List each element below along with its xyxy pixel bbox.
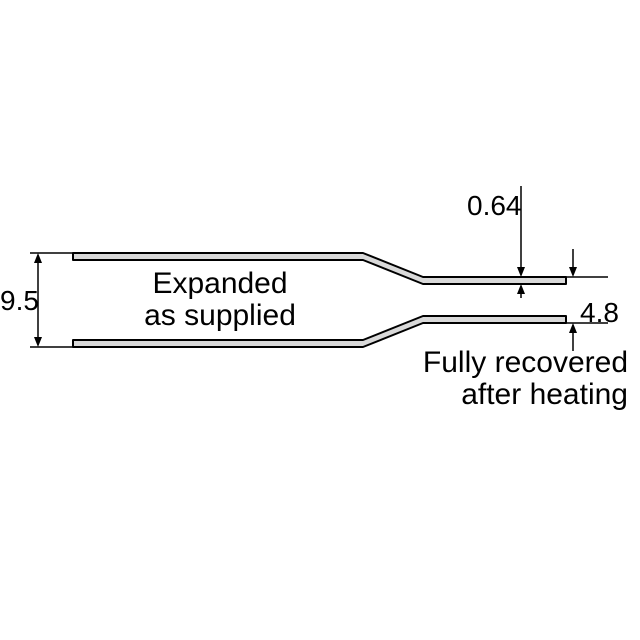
label-recovered-line1: Fully recovered	[423, 346, 628, 379]
label-recovered-line2: after heating	[461, 378, 628, 411]
label-expanded-line2: as supplied	[144, 299, 296, 332]
label-expanded-line1: Expanded	[152, 267, 287, 300]
tube-top-wall	[73, 253, 566, 284]
dim-wall-value: 0.64	[467, 190, 522, 221]
dim-recovered-value: 4.8	[580, 297, 619, 328]
arrowhead	[34, 253, 42, 263]
arrowhead	[517, 284, 525, 294]
arrowhead	[569, 267, 577, 277]
dim-expanded-value: 9.5	[0, 285, 39, 316]
arrowhead	[517, 267, 525, 277]
arrowhead	[569, 323, 577, 333]
arrowhead	[34, 337, 42, 347]
